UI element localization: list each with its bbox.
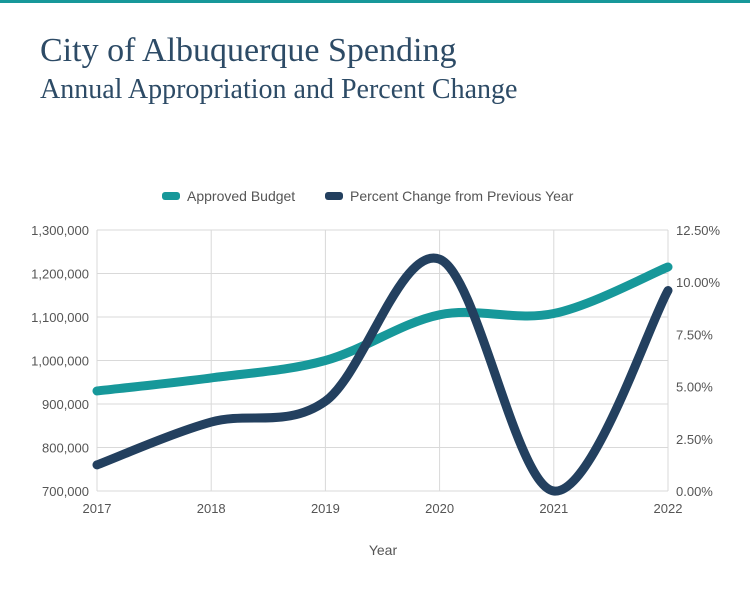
x-axis-title: Year	[369, 542, 398, 558]
y-tick-right: 10.00%	[676, 275, 721, 290]
y-tick-left: 700,000	[42, 484, 89, 499]
y-tick-left: 1,200,000	[31, 267, 89, 282]
y-tick-left: 800,000	[42, 441, 89, 456]
y-tick-right: 5.00%	[676, 380, 713, 395]
x-tick-label: 2018	[197, 501, 226, 516]
y-tick-left: 1,000,000	[31, 354, 89, 369]
y-tick-left: 1,100,000	[31, 310, 89, 325]
y-tick-right: 12.50%	[676, 223, 721, 238]
page-title: City of Albuquerque Spending	[40, 32, 457, 69]
x-tick-label: 2017	[83, 501, 112, 516]
series-line-approved-budget	[92, 262, 673, 396]
page-subtitle: Annual Appropriation and Percent Change	[40, 74, 518, 105]
y-tick-right: 7.50%	[676, 327, 713, 342]
x-tick-label: 2020	[425, 501, 454, 516]
y-tick-left: 900,000	[42, 397, 89, 412]
legend-swatch-percent-change	[325, 192, 343, 200]
title-block: City of Albuquerque Spending Annual Appr…	[40, 30, 517, 108]
x-tick-label: 2022	[654, 501, 683, 516]
x-tick-label: 2021	[539, 501, 568, 516]
axis-ticks: 700,000 800,000 900,000 1,000,000 1,100,000 1…	[31, 223, 720, 516]
top-accent-rule	[0, 0, 750, 3]
series-line-percent-change	[92, 253, 673, 496]
legend-label-percent-change: Percent Change from Previous Year	[350, 188, 574, 204]
legend-swatch-approved-budget	[162, 192, 180, 200]
x-tick-label: 2019	[311, 501, 340, 516]
legend-label-approved-budget: Approved Budget	[187, 188, 295, 204]
chart-legend: Approved Budget Percent Change from Prev…	[162, 188, 574, 204]
grid-lines	[96, 229, 669, 492]
y-tick-right: 2.50%	[676, 432, 713, 447]
y-tick-right: 0.00%	[676, 484, 713, 499]
y-tick-left: 1,300,000	[31, 223, 89, 238]
series-lines	[92, 253, 673, 496]
